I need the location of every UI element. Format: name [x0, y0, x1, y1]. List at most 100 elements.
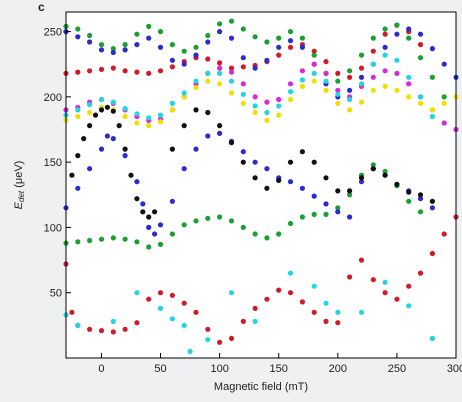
data-point [311, 52, 317, 58]
data-point [252, 159, 258, 165]
data-point [134, 42, 140, 48]
data-point [335, 309, 341, 315]
data-point [181, 90, 187, 96]
data-point [394, 70, 400, 76]
data-point [311, 211, 317, 217]
data-point [110, 99, 116, 105]
data-point [287, 81, 294, 87]
y-tick-label: 50 [50, 288, 62, 300]
data-point [152, 231, 158, 237]
data-point [87, 32, 93, 39]
data-point [252, 231, 258, 237]
data-point [335, 209, 341, 215]
data-point [276, 96, 282, 103]
data-point [110, 46, 116, 52]
data-point [122, 326, 128, 332]
data-point [370, 61, 376, 67]
x-axis: 0 50 100 150 200 250 300 [98, 353, 462, 375]
data-point [394, 22, 400, 28]
data-point [140, 201, 146, 207]
data-point [134, 320, 140, 326]
data-point [87, 123, 93, 129]
data-point [134, 31, 140, 37]
data-point [276, 231, 282, 237]
data-point [287, 220, 294, 227]
data-point [429, 46, 435, 52]
data-point [370, 74, 376, 80]
data-point [87, 166, 93, 172]
data-point [181, 300, 187, 306]
data-point [299, 83, 305, 89]
x-tick-label: 0 [98, 363, 104, 375]
data-point [429, 107, 435, 113]
data-point [311, 159, 317, 165]
data-point [347, 192, 353, 198]
data-point [276, 35, 282, 41]
data-point [299, 214, 305, 220]
data-point [228, 218, 235, 224]
data-point [347, 214, 353, 220]
data-point [205, 337, 211, 343]
x-tick-label: 150 [270, 363, 288, 375]
data-point [252, 94, 258, 100]
data-point [75, 322, 81, 328]
data-point [181, 61, 187, 67]
data-point [287, 96, 294, 103]
data-point [217, 65, 223, 71]
data-point [146, 115, 152, 121]
data-point [394, 296, 400, 302]
data-point [110, 235, 116, 241]
data-point [157, 290, 164, 296]
data-point [299, 185, 305, 191]
data-point [417, 94, 424, 100]
data-point [441, 61, 447, 67]
data-point [370, 277, 376, 283]
data-point [122, 113, 128, 120]
data-point [417, 55, 424, 61]
data-point [87, 326, 93, 332]
y-tick-label: 150 [44, 157, 62, 169]
data-point [264, 57, 270, 63]
data-point [69, 309, 75, 315]
data-point [240, 100, 246, 106]
data-point [394, 87, 400, 93]
data-point [406, 81, 412, 87]
data-point [193, 107, 199, 113]
data-point [287, 38, 294, 44]
data-point [429, 74, 435, 80]
data-point [323, 70, 329, 76]
data-point [406, 189, 412, 195]
data-point [122, 106, 128, 112]
data-point [358, 65, 365, 71]
data-point [193, 52, 199, 58]
data-point [69, 172, 75, 178]
data-point [217, 214, 223, 220]
data-point [382, 290, 388, 296]
data-point [104, 133, 110, 139]
data-point [240, 26, 246, 32]
data-point [441, 231, 447, 237]
data-point [75, 69, 81, 75]
data-point [406, 26, 412, 32]
data-point [406, 283, 412, 289]
panel-label: c [38, 0, 45, 14]
data-point [252, 305, 258, 311]
data-point [157, 305, 164, 311]
data-point [406, 35, 412, 41]
data-point [98, 47, 105, 53]
data-point [228, 65, 235, 71]
data-point [429, 113, 435, 120]
data-point [157, 222, 164, 228]
data-point [92, 112, 99, 118]
data-point [169, 57, 175, 63]
data-point [370, 166, 376, 172]
y-tick-label: 250 [44, 27, 62, 39]
data-point [205, 326, 211, 332]
data-point [382, 31, 388, 37]
data-point [311, 283, 317, 289]
data-point [311, 78, 317, 84]
data-point [347, 68, 353, 74]
data-point [228, 140, 235, 146]
data-point [311, 61, 317, 67]
data-point [146, 214, 152, 220]
